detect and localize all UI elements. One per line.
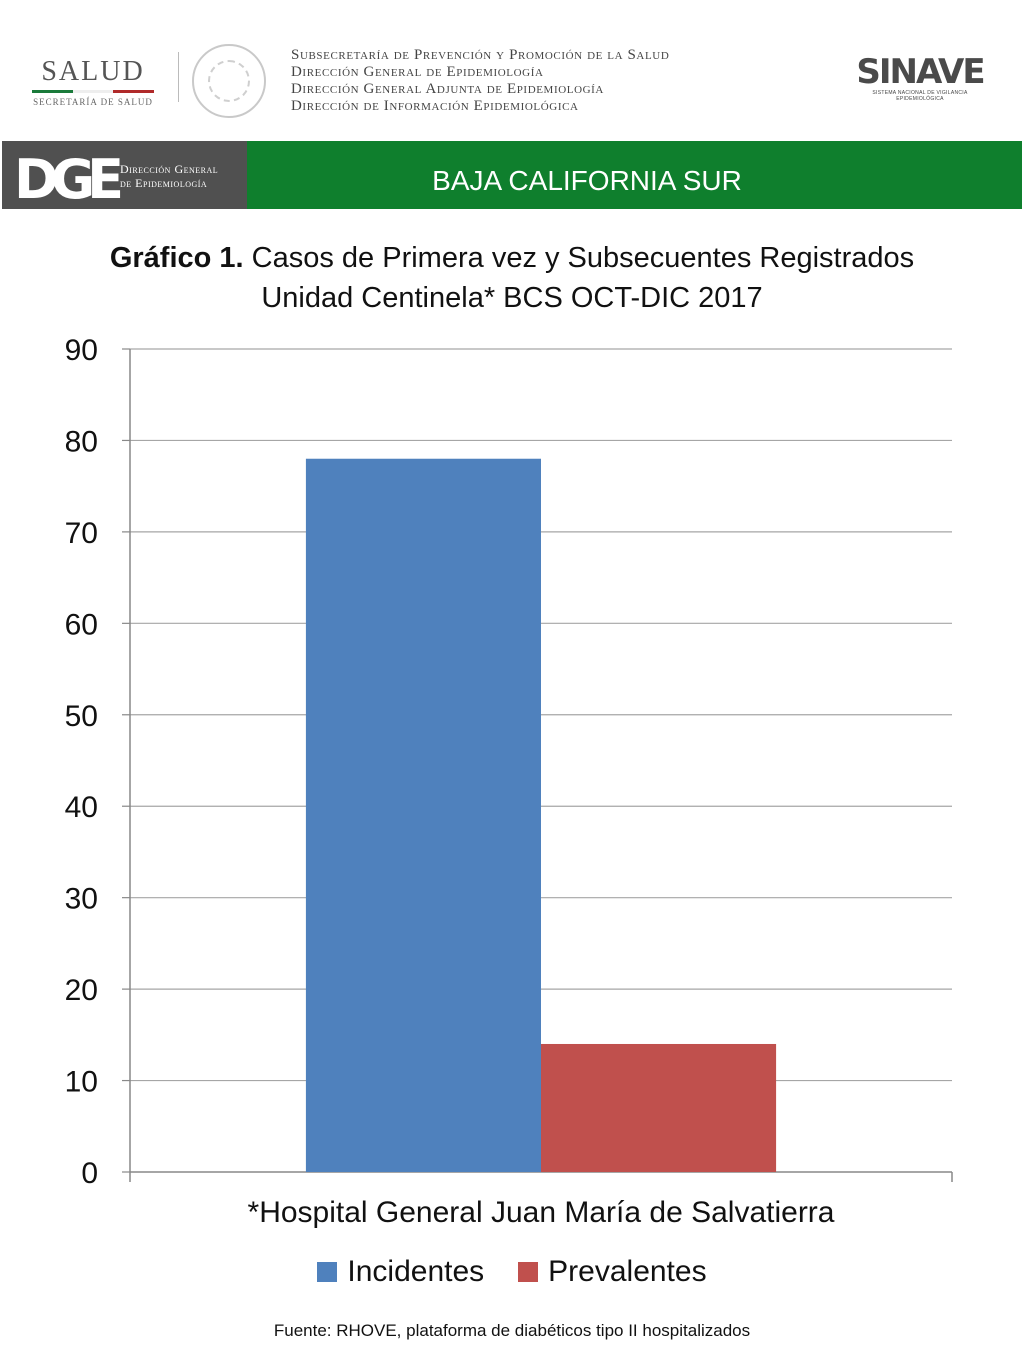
y-tick-label: 80 — [65, 425, 98, 458]
page-header: SALUD SECRETARÍA DE SALUD Subsecretaría … — [0, 0, 1024, 140]
salud-logo-subtitle: SECRETARÍA DE SALUD — [33, 97, 153, 107]
dge-logo: DGE — [14, 148, 124, 211]
x-category-label: *Hospital General Juan María de Salvatie… — [247, 1196, 835, 1229]
y-tick-label: 40 — [65, 791, 98, 824]
salud-logo-word: SALUD — [41, 56, 145, 87]
y-tick-label: 10 — [65, 1066, 98, 1099]
chart-title-text: Casos de Primera vez y Subsecuentes Regi… — [251, 242, 915, 274]
dge-label: Dirección General de Epidemiología — [120, 162, 218, 190]
chart-legend: Incidentes Prevalentes — [0, 1255, 1024, 1289]
legend-item-incidentes: Incidentes — [317, 1255, 484, 1289]
y-tick-label: 60 — [65, 608, 98, 641]
institution-line: Dirección General de Epidemiología — [291, 64, 544, 80]
legend-swatch-incidentes — [317, 1262, 338, 1282]
dge-banner — [2, 141, 247, 209]
y-tick-label: 90 — [65, 334, 98, 367]
chart-title-bold: Gráfico 1. — [109, 242, 244, 274]
chart-title: Gráfico 1. Casos de Primera vez y Subsec… — [0, 238, 1024, 318]
institution-line: Subsecretaría de Prevención y Promoción … — [291, 47, 670, 63]
chart-title-line2: Unidad Centinela* BCS OCT-DIC 2017 — [261, 282, 763, 314]
legend-swatch-prevalentes — [518, 1262, 539, 1282]
source-note: Fuente: RHOVE, plataforma de diabéticos … — [273, 1321, 751, 1340]
legend-label-prevalentes: Prevalentes — [548, 1255, 707, 1288]
dge-label-line: Dirección General — [120, 162, 219, 176]
header-divider — [178, 52, 179, 102]
sinave-logo-word: SINAVE — [856, 52, 985, 92]
national-seal-icon — [192, 44, 266, 118]
bar-prevalentes — [541, 1043, 777, 1172]
legend-label-incidentes: Incidentes — [347, 1255, 485, 1288]
legend-item-prevalentes: Prevalentes — [518, 1255, 707, 1289]
state-name: BAJA CALIFORNIA SUR — [432, 165, 742, 196]
y-tick-label: 20 — [65, 974, 98, 1007]
institution-line: Dirección de Información Epidemiológica — [291, 98, 579, 114]
salud-logo: SALUD SECRETARÍA DE SALUD — [28, 56, 158, 107]
y-tick-label: 30 — [65, 883, 98, 916]
sinave-logo-subtitle: SISTEMA NACIONAL DE VIGILANCIA EPIDEMIOL… — [872, 90, 968, 102]
institution-lines: Subsecretaría de Prevención y Promoción … — [291, 47, 669, 115]
y-tick-label: 0 — [81, 1157, 98, 1190]
bar-incidentes — [305, 458, 541, 1172]
dge-label-line: de Epidemiología — [120, 176, 208, 190]
y-tick-label: 70 — [65, 517, 98, 550]
sinave-logo: SINAVE SISTEMA NACIONAL DE VIGILANCIA EP… — [850, 54, 990, 102]
bar-chart: 0 10 20 30 40 50 60 70 80 90 — [65, 334, 953, 1190]
state-banner — [247, 141, 1022, 209]
y-tick-label: 50 — [65, 700, 98, 733]
salud-logo-bar — [32, 90, 155, 93]
institution-line: Dirección General Adjunta de Epidemiolog… — [291, 81, 604, 97]
